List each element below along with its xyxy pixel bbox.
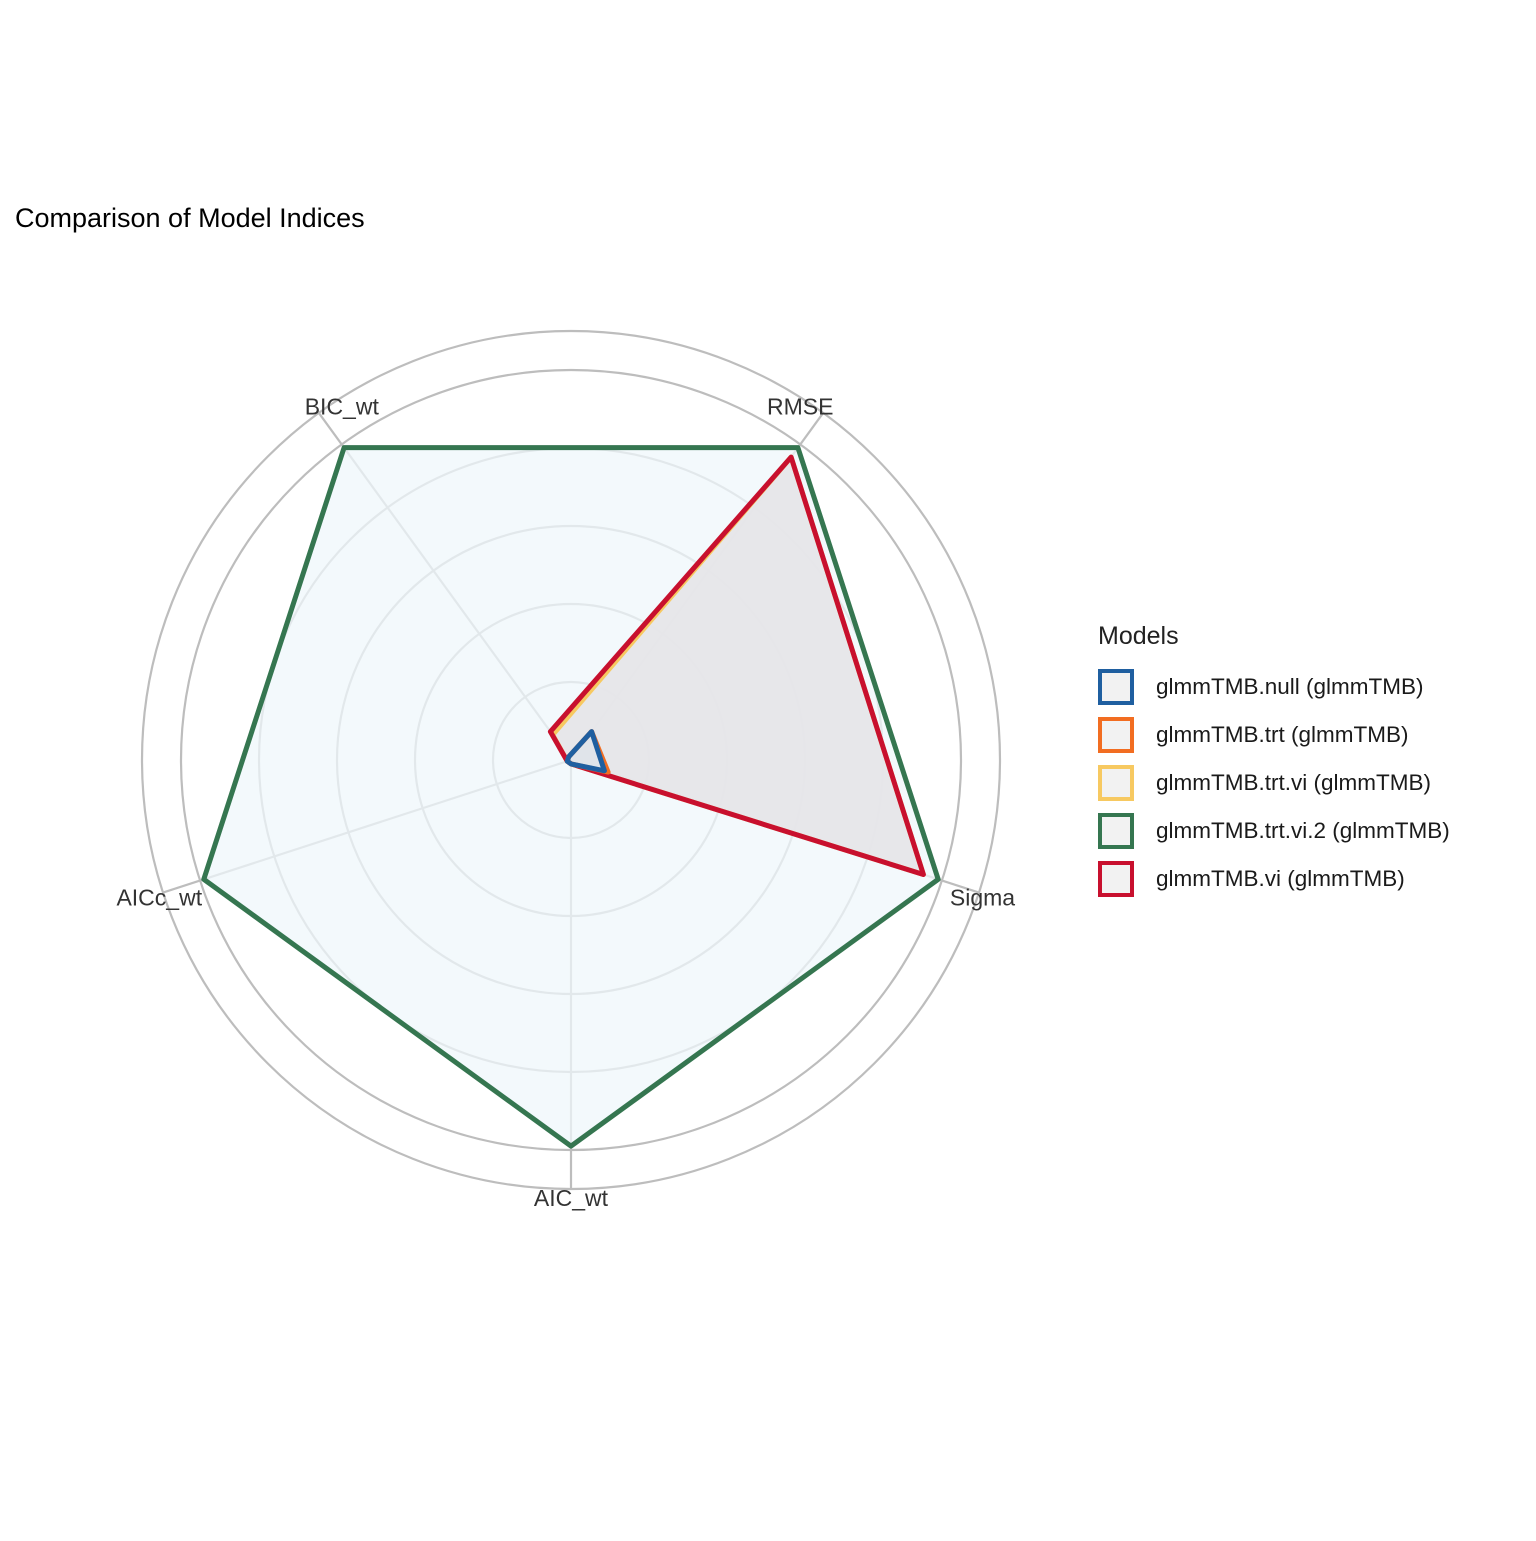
legend-label: glmmTMB.null (glmmTMB)	[1156, 674, 1424, 699]
area-fill-5	[550, 457, 924, 875]
legend-item: glmmTMB.vi (glmmTMB)	[1098, 855, 1450, 903]
legend-key	[1098, 765, 1134, 801]
axis-label-aicc-wt: AICc_wt	[116, 885, 202, 911]
axis-label-sigma: Sigma	[950, 885, 1015, 911]
legend-items: glmmTMB.null (glmmTMB) glmmTMB.trt (glmmT…	[1098, 663, 1450, 903]
legend-key	[1098, 861, 1134, 897]
legend-key	[1098, 717, 1134, 753]
axis-label-aic-wt: AIC_wt	[534, 1185, 609, 1211]
series-line-1	[564, 729, 607, 774]
legend-item: glmmTMB.trt (glmmTMB)	[1098, 711, 1450, 759]
legend-label: glmmTMB.trt.vi (glmmTMB)	[1156, 770, 1431, 795]
legend-key	[1098, 669, 1134, 705]
legend: Models glmmTMB.null (glmmTMB) glmmTMB.trt…	[1098, 622, 1450, 903]
axis-label-rmse: RMSE	[767, 394, 833, 420]
legend-item: glmmTMB.null (glmmTMB)	[1098, 663, 1450, 711]
chart-title: Comparison of Model Indices	[15, 203, 365, 233]
legend-key	[1098, 813, 1134, 849]
area-fill-1	[567, 731, 605, 771]
legend-item: glmmTMB.trt.vi (glmmTMB)	[1098, 759, 1450, 807]
legend-item: glmmTMB.trt.vi.2 (glmmTMB)	[1098, 807, 1450, 855]
legend-label: glmmTMB.trt.vi.2 (glmmTMB)	[1156, 818, 1450, 843]
axis-label-bic-wt: BIC_wt	[305, 394, 380, 420]
series-line-4	[201, 445, 941, 1149]
legend-title: Models	[1098, 622, 1179, 650]
legend-label: glmmTMB.trt (glmmTMB)	[1156, 722, 1409, 747]
legend-label: glmmTMB.vi (glmmTMB)	[1156, 866, 1405, 891]
